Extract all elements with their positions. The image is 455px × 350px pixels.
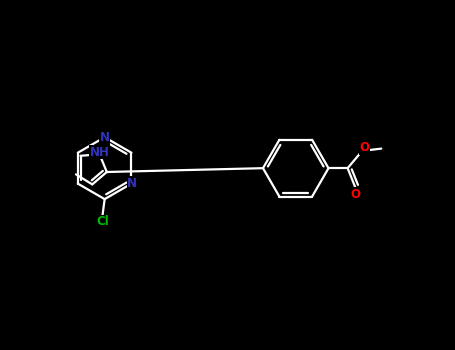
- Text: NH: NH: [90, 146, 110, 159]
- Text: O: O: [359, 141, 369, 154]
- Text: Cl: Cl: [96, 215, 109, 228]
- Text: N: N: [127, 177, 137, 190]
- Text: N: N: [100, 131, 110, 144]
- Text: O: O: [350, 188, 360, 201]
